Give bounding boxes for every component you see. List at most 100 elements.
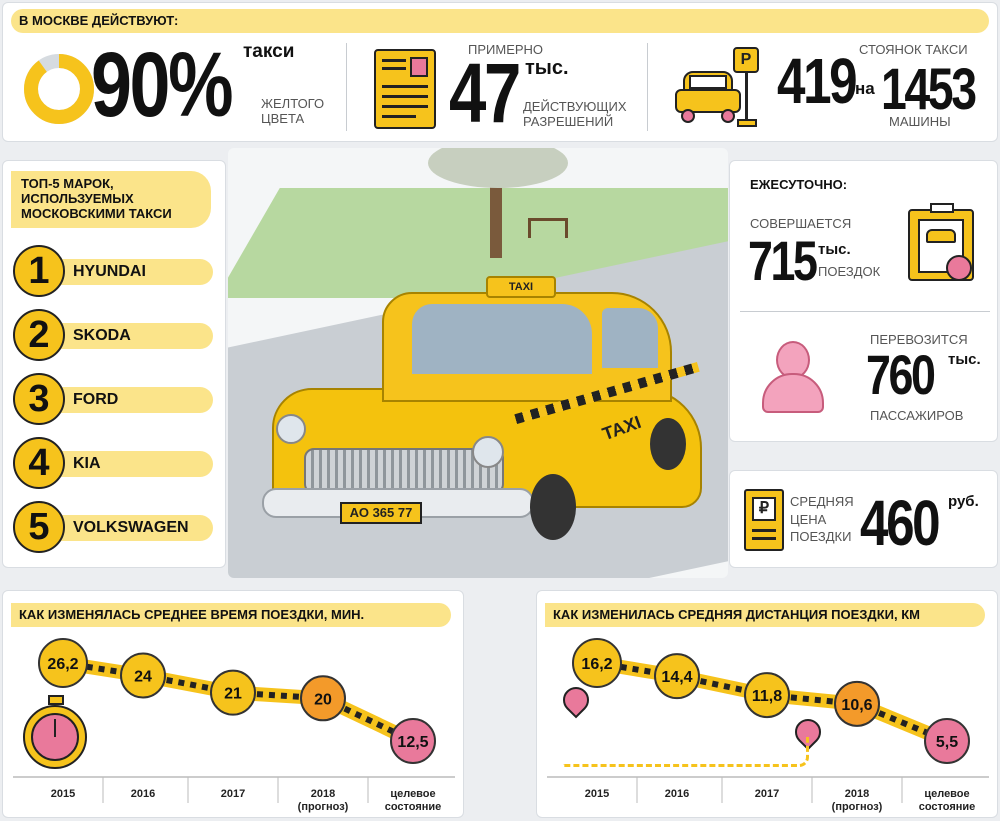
brands-heading: ТОП-5 МАРОК, ИСПОЛЬЗУЕМЫХ МОСКОВСКИМИ ТА… bbox=[11, 171, 211, 228]
x-tick-label: целевое bbox=[390, 788, 435, 800]
data-point bbox=[572, 638, 622, 688]
brand-rank-badge: 2 bbox=[13, 309, 65, 361]
data-label: 11,8 bbox=[752, 688, 782, 705]
x-tick-label: 2018 bbox=[311, 788, 335, 800]
stopwatch-icon bbox=[21, 695, 91, 775]
brand-rank-badge: 4 bbox=[13, 437, 65, 489]
data-label: 20 bbox=[314, 691, 332, 708]
data-point bbox=[744, 672, 790, 719]
yellow-share-donut bbox=[24, 54, 94, 124]
parking-cars-value: 1453 bbox=[881, 57, 977, 122]
brand-name: KIA bbox=[59, 451, 213, 477]
parking-value: 419 bbox=[777, 45, 858, 117]
license-plate: АО 365 77 bbox=[340, 502, 422, 524]
tree-trunk bbox=[490, 168, 502, 258]
data-point bbox=[38, 638, 88, 688]
headlight-right bbox=[472, 436, 504, 468]
brand-item: FORD 3 bbox=[13, 373, 213, 425]
headlight-left bbox=[276, 414, 306, 444]
trips-value: 715 bbox=[748, 229, 818, 292]
wheel-front bbox=[530, 474, 576, 540]
data-point bbox=[834, 680, 880, 727]
price-panel: ₽ СРЕДНЯЯ ЦЕНА ПОЕЗДКИ 460 руб. bbox=[729, 470, 998, 568]
brand-item: VOLKSWAGEN 5 bbox=[13, 501, 213, 553]
data-label: 14,4 bbox=[661, 669, 692, 686]
trips-label-bottom: ПОЕЗДОК bbox=[818, 264, 881, 279]
trip-distance-chart-title: КАК ИЗМЕНИЛАСЬ СРЕДНЯЯ ДИСТАНЦИЯ ПОЕЗДКИ… bbox=[545, 603, 985, 627]
daily-panel: ЕЖЕСУТОЧНО: СОВЕРШАЕТСЯ 715 тыс. ПОЕЗДОК… bbox=[729, 160, 998, 442]
parking-sign-icon: P bbox=[733, 47, 759, 73]
permits-label-top: ПРИМЕРНО bbox=[468, 42, 544, 57]
trip-distance-chart: 16,2 2015 14,4 2016 11,8 2017 10,6 2018(прогноз… bbox=[547, 638, 989, 813]
x-tick-label: целевое bbox=[924, 788, 969, 800]
x-tick-label: 2016 bbox=[665, 788, 689, 800]
brand-name: HYUNDAI bbox=[59, 259, 213, 285]
passengers-label-bottom: ПАССАЖИРОВ bbox=[870, 408, 964, 423]
data-point bbox=[210, 669, 256, 716]
parking-on-word: на bbox=[855, 79, 875, 98]
top-stats-panel: В МОСКВЕ ДЕЙСТВУЮТ: 90% такси ЖЕЛТОГО ЦВ… bbox=[2, 2, 998, 142]
x-tick-label: 2018 bbox=[845, 788, 869, 800]
price-unit: руб. bbox=[948, 493, 979, 510]
taxi-car-illustration: TAXI TAXI АО 365 77 bbox=[262, 268, 712, 558]
data-point bbox=[120, 652, 166, 699]
price-value: 460 bbox=[860, 487, 941, 559]
permit-document-icon bbox=[374, 49, 436, 129]
trip-time-chart: 26,2 2015 24 2016 21 2017 20 2018(прогноз) 12,5 ц… bbox=[13, 638, 455, 813]
passengers-value: 760 bbox=[866, 343, 936, 406]
wheel-rear bbox=[650, 418, 686, 470]
passengers-unit: тыс. bbox=[948, 351, 981, 368]
clipboard-taxi-icon bbox=[908, 203, 974, 281]
data-point bbox=[300, 675, 346, 722]
brand-item: SKODA 2 bbox=[13, 309, 213, 361]
data-point bbox=[924, 718, 970, 764]
brand-name: SKODA bbox=[59, 323, 213, 349]
brand-item: HYUNDAI 1 bbox=[13, 245, 213, 297]
receipt-ruble-icon: ₽ bbox=[744, 489, 784, 551]
side-window bbox=[602, 308, 658, 368]
brand-name: FORD bbox=[59, 387, 213, 413]
trip-time-chart-title: КАК ИЗМЕНЯЛАСЬ СРЕДНЕЕ ВРЕМЯ ПОЕЗДКИ, МИ… bbox=[11, 603, 451, 627]
trips-unit: тыс. bbox=[818, 241, 851, 258]
x-tick-label: состояние bbox=[385, 801, 442, 813]
roof-sign: TAXI bbox=[486, 276, 556, 298]
x-tick-label: 2015 bbox=[51, 788, 75, 800]
yellow-share-label-bottom: ЖЕЛТОГО ЦВЕТА bbox=[261, 96, 325, 126]
data-label: 26,2 bbox=[47, 656, 78, 673]
data-label: 16,2 bbox=[581, 656, 612, 673]
brand-item: KIA 4 bbox=[13, 437, 213, 489]
route-path bbox=[563, 737, 809, 767]
passengers-icon bbox=[754, 339, 834, 419]
x-tick-label: 2017 bbox=[221, 788, 245, 800]
yellow-share-value: 90% bbox=[91, 34, 234, 136]
parking-label-bottom: МАШИНЫ bbox=[889, 114, 951, 129]
brand-name: VOLKSWAGEN bbox=[59, 515, 213, 541]
data-label: 21 bbox=[224, 686, 242, 703]
permits-label-bottom: ДЕЙСТВУЮЩИХ РАЗРЕШЕНИЙ bbox=[523, 99, 627, 129]
permits-unit: тыс. bbox=[525, 57, 569, 79]
brand-rank-badge: 1 bbox=[13, 245, 65, 297]
data-label: 5,5 bbox=[936, 734, 958, 751]
x-tick-label: (прогноз) bbox=[298, 801, 349, 813]
passengers-label-top: ПЕРЕВОЗИТСЯ bbox=[870, 332, 968, 347]
trip-distance-chart-panel: КАК ИЗМЕНИЛАСЬ СРЕДНЯЯ ДИСТАНЦИЯ ПОЕЗДКИ… bbox=[536, 590, 998, 818]
data-point bbox=[390, 718, 436, 764]
roof-sign-text: TAXI bbox=[508, 281, 534, 293]
data-label: 12,5 bbox=[397, 734, 428, 751]
top-heading: В МОСКВЕ ДЕЙСТВУЮТ: bbox=[11, 9, 989, 33]
trip-time-chart-panel: КАК ИЗМЕНЯЛАСЬ СРЕДНЕЕ ВРЕМЯ ПОЕЗДКИ, МИ… bbox=[2, 590, 464, 818]
parking-label-top: СТОЯНОК ТАКСИ bbox=[859, 42, 968, 57]
brand-rank-badge: 5 bbox=[13, 501, 65, 553]
permits-value: 47 bbox=[449, 46, 521, 140]
data-label: 24 bbox=[134, 669, 152, 686]
parking-taxi-icon: P bbox=[675, 43, 775, 133]
windshield bbox=[412, 304, 592, 374]
license-plate-text: АО 365 77 bbox=[349, 505, 413, 520]
price-label: СРЕДНЯЯ ЦЕНА ПОЕЗДКИ bbox=[790, 494, 854, 545]
brand-rank-badge: 3 bbox=[13, 373, 65, 425]
x-tick-label: 2017 bbox=[755, 788, 779, 800]
brands-panel: ТОП-5 МАРОК, ИСПОЛЬЗУЕМЫХ МОСКОВСКИМИ ТА… bbox=[2, 160, 226, 568]
x-tick-label: состояние bbox=[919, 801, 976, 813]
daily-heading: ЕЖЕСУТОЧНО: bbox=[750, 177, 848, 192]
data-point bbox=[654, 653, 700, 700]
